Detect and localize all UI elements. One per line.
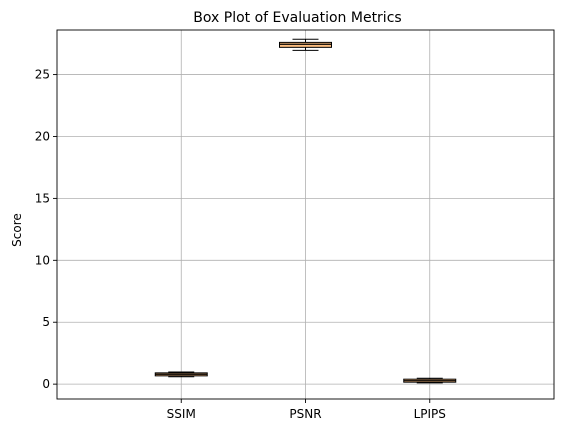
box-psnr [279,38,332,51]
x-tick-label: SSIM [167,407,196,421]
y-tick-label: 0 [42,377,50,391]
y-tick-label: 10 [35,253,50,267]
box-body [279,41,332,48]
x-tick-label: PSNR [289,407,321,421]
y-tick-label: 20 [35,129,50,143]
x-tick-label: LPIPS [414,407,446,421]
boxes [154,38,457,384]
chart-title: Box Plot of Evaluation Metrics [193,10,401,26]
y-axis-label: Score [10,213,24,247]
grid-lines [57,30,554,399]
y-tick-label: 15 [35,191,50,205]
box-lpips [403,377,457,384]
y-tick-label: 25 [35,68,50,82]
axis-ticks: 0 5 10 15 20 25 SSIM PSNR LPIPS [35,68,446,421]
y-tick-label: 5 [42,315,50,329]
box-ssim [154,371,208,378]
